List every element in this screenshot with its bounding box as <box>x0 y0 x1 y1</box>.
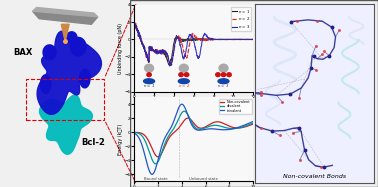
Text: Bcl-2: Bcl-2 <box>81 138 105 147</box>
Text: Unbound state: Unbound state <box>189 177 218 181</box>
Circle shape <box>179 64 188 72</box>
Polygon shape <box>61 24 69 41</box>
Ellipse shape <box>178 79 189 84</box>
Circle shape <box>179 73 183 77</box>
Ellipse shape <box>144 79 155 84</box>
Circle shape <box>147 73 151 77</box>
Polygon shape <box>33 11 98 24</box>
Polygon shape <box>40 95 92 154</box>
Text: BAX: BAX <box>13 48 33 57</box>
Polygon shape <box>40 75 51 94</box>
Polygon shape <box>43 45 56 60</box>
Circle shape <box>184 73 189 77</box>
Polygon shape <box>80 69 90 88</box>
Circle shape <box>145 64 153 72</box>
Ellipse shape <box>218 79 229 84</box>
Text: $n$ = 1: $n$ = 1 <box>143 82 155 89</box>
Circle shape <box>221 73 226 77</box>
Polygon shape <box>70 37 86 56</box>
Text: Non-covalent Bonds: Non-covalent Bonds <box>283 174 346 179</box>
Bar <box>26 79 104 120</box>
Y-axis label: Energy (kT): Energy (kT) <box>118 124 123 155</box>
Text: $n$ = 3: $n$ = 3 <box>217 82 230 89</box>
Y-axis label: Unbinding force (pN): Unbinding force (pN) <box>118 23 123 74</box>
X-axis label: Distance (nm): Distance (nm) <box>177 100 211 105</box>
Circle shape <box>216 73 220 77</box>
Text: Bound state: Bound state <box>144 177 167 181</box>
Polygon shape <box>37 31 101 114</box>
Text: $n$ = 2: $n$ = 2 <box>178 82 190 89</box>
Legend: $n$ = 1, $n$ = 2, $n$ = 3: $n$ = 1, $n$ = 2, $n$ = 3 <box>231 7 251 31</box>
Circle shape <box>219 64 228 72</box>
Polygon shape <box>33 7 98 17</box>
Polygon shape <box>67 32 77 43</box>
Legend: Non-covalent, divalent, trivalent: Non-covalent, divalent, trivalent <box>220 99 251 114</box>
Circle shape <box>227 73 231 77</box>
